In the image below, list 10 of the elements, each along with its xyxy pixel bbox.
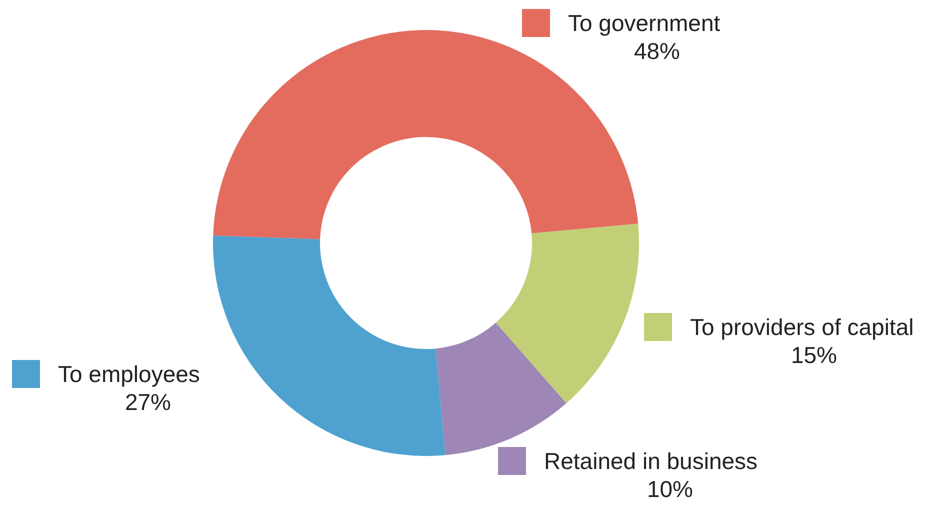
legend-label: Retained in business: [544, 448, 758, 474]
data-label: 48%: [634, 38, 680, 64]
legend-label: To government: [568, 10, 721, 36]
data-label: 15%: [790, 342, 838, 368]
donut-slice: [496, 224, 639, 404]
donut-slice: [213, 236, 446, 456]
data-label: 27%: [124, 389, 172, 415]
legend-label: To employees: [58, 361, 200, 387]
legend-label: To providers of capital: [690, 314, 914, 340]
data-label: 10%: [646, 476, 694, 502]
